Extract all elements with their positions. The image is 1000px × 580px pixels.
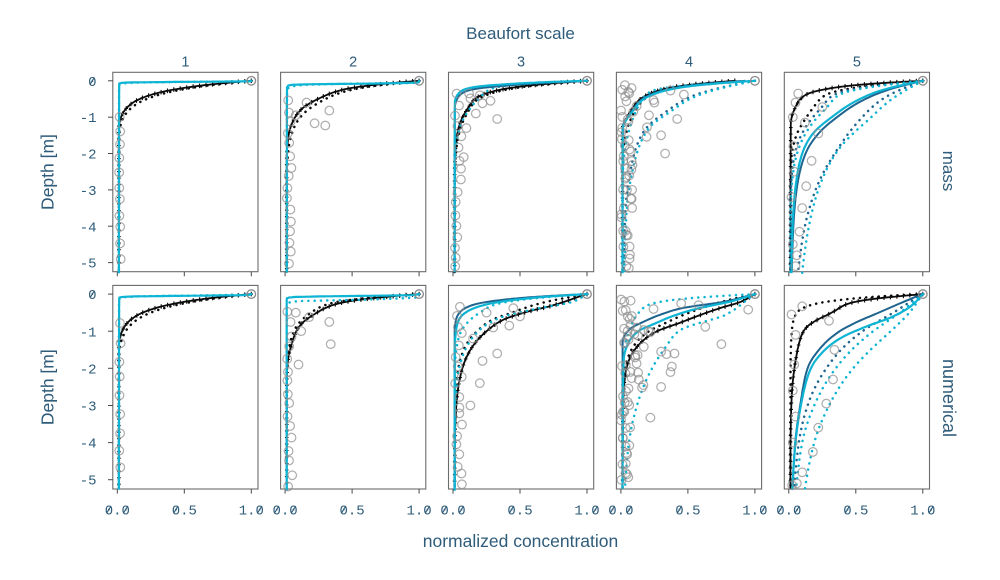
svg-text:0.5: 0.5 (675, 504, 700, 520)
svg-text:0: 0 (88, 288, 96, 304)
svg-text:-3: -3 (80, 400, 97, 416)
svg-text:0.0: 0.0 (272, 504, 297, 520)
svg-text:-1: -1 (80, 325, 97, 341)
svg-text:-5: -5 (80, 474, 97, 490)
svg-text:-1: -1 (80, 111, 97, 127)
svg-text:-4: -4 (80, 437, 97, 453)
svg-text:0: 0 (88, 75, 96, 91)
svg-text:-5: -5 (80, 257, 97, 273)
svg-text:1: 1 (181, 54, 189, 70)
svg-text:-2: -2 (80, 362, 97, 378)
svg-text:numerical: numerical (939, 359, 959, 437)
svg-text:5: 5 (853, 54, 861, 70)
svg-text:Depth [m]: Depth [m] (38, 134, 58, 210)
svg-text:1.0: 1.0 (406, 504, 431, 520)
svg-text:-3: -3 (80, 184, 97, 200)
svg-text:1.0: 1.0 (910, 504, 935, 520)
svg-text:Depth [m]: Depth [m] (38, 349, 58, 425)
svg-text:4: 4 (685, 54, 693, 70)
svg-text:0.0: 0.0 (440, 504, 465, 520)
svg-text:normalized concentration: normalized concentration (423, 531, 619, 551)
svg-text:0.0: 0.0 (105, 504, 130, 520)
svg-text:0.5: 0.5 (172, 504, 197, 520)
svg-text:0.5: 0.5 (843, 504, 868, 520)
svg-text:2: 2 (349, 54, 357, 70)
svg-text:0.0: 0.0 (608, 504, 633, 520)
svg-text:-4: -4 (80, 220, 97, 236)
svg-text:mass: mass (939, 151, 958, 192)
svg-text:1.0: 1.0 (742, 504, 767, 520)
svg-text:-2: -2 (80, 148, 97, 164)
svg-text:1.0: 1.0 (574, 504, 599, 520)
svg-text:0.0: 0.0 (776, 504, 801, 520)
svg-text:1.0: 1.0 (239, 504, 264, 520)
svg-text:Beaufort scale: Beaufort scale (466, 24, 575, 43)
svg-text:3: 3 (517, 54, 525, 70)
svg-text:0.5: 0.5 (339, 504, 364, 520)
svg-text:0.5: 0.5 (507, 504, 532, 520)
